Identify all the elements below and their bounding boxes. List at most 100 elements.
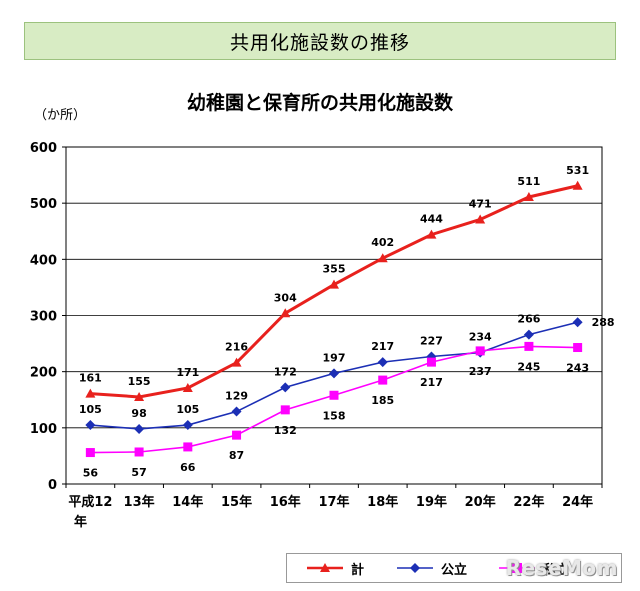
point-total xyxy=(85,388,96,398)
x-tick-label: 13年 xyxy=(124,494,155,510)
point-private xyxy=(134,447,144,457)
data-label-total: 471 xyxy=(469,197,492,210)
point-private xyxy=(378,375,388,385)
data-label-total: 402 xyxy=(371,236,394,249)
legend-total-label: 計 xyxy=(351,562,365,578)
data-label-total: 155 xyxy=(128,375,151,388)
x-tick-label: 19年 xyxy=(416,494,447,510)
point-total xyxy=(231,357,242,367)
data-label-total: 171 xyxy=(176,366,199,379)
data-label-private: 217 xyxy=(420,376,443,389)
y-tick-label: 200 xyxy=(30,366,57,381)
point-total xyxy=(475,214,486,224)
watermark-logo: ReseMom xyxy=(505,556,618,580)
x-tick-label: 24年 xyxy=(562,494,593,510)
point-total xyxy=(182,382,193,392)
legend-public-marker xyxy=(397,563,433,573)
point-private xyxy=(475,346,485,356)
data-label-private: 243 xyxy=(566,362,589,375)
data-label-private: 132 xyxy=(274,424,297,437)
series-line-total xyxy=(90,184,578,399)
data-label-private: 185 xyxy=(371,394,394,407)
banner: 共用化施設数の推移 xyxy=(24,22,616,60)
data-label-total: 511 xyxy=(517,175,540,188)
legend-private-label: 私立 xyxy=(543,562,570,578)
y-tick-label: 100 xyxy=(30,422,57,437)
data-label-total: 161 xyxy=(79,372,102,385)
point-public xyxy=(572,317,583,328)
x-tick-label: 平成12 xyxy=(68,494,112,510)
point-total xyxy=(426,229,437,239)
legend-item-private: 私立 xyxy=(497,554,569,582)
point-private xyxy=(426,357,436,367)
y-tick-label: 0 xyxy=(48,478,57,493)
data-label-public: 197 xyxy=(323,351,346,364)
legend-item-total: 計 xyxy=(305,554,364,582)
data-label-public: 172 xyxy=(274,365,297,378)
point-public xyxy=(377,357,388,368)
legend-private-marker xyxy=(499,563,535,573)
data-label-private: 158 xyxy=(323,409,346,422)
data-label-public: 129 xyxy=(225,390,248,403)
data-label-private: 66 xyxy=(180,461,196,474)
point-public xyxy=(329,368,339,379)
data-label-public: 105 xyxy=(176,403,199,416)
data-label-private: 56 xyxy=(83,467,99,480)
legend-public-label: 公立 xyxy=(441,562,468,578)
x-tick-label: 22年 xyxy=(513,494,544,510)
data-label-total: 444 xyxy=(420,213,443,226)
y-axis-unit-label: （か所） xyxy=(34,108,87,123)
legend-total-marker xyxy=(307,563,343,572)
banner-title: 共用化施設数の推移 xyxy=(229,31,410,54)
x-tick-label-suffix: 年 xyxy=(74,514,87,530)
data-label-total: 216 xyxy=(225,341,248,354)
legend-item-public: 公立 xyxy=(395,554,467,582)
point-total xyxy=(523,191,534,201)
data-label-private: 57 xyxy=(131,466,146,479)
data-label-public: 266 xyxy=(517,313,540,326)
point-public xyxy=(231,406,242,417)
data-label-public: 98 xyxy=(131,407,146,420)
y-tick-label: 300 xyxy=(30,310,57,325)
data-label-public: 105 xyxy=(79,403,102,416)
data-label-public: 227 xyxy=(420,335,443,348)
legend: 計 公立 私立 xyxy=(286,553,622,583)
point-public xyxy=(280,382,291,393)
point-private xyxy=(573,343,583,353)
y-tick-label: 600 xyxy=(30,141,57,156)
point-total xyxy=(134,391,145,401)
point-private xyxy=(183,442,193,452)
data-label-public: 217 xyxy=(371,340,394,353)
point-private xyxy=(85,448,95,458)
point-public xyxy=(85,420,96,431)
point-total xyxy=(280,308,291,318)
data-label-public: 288 xyxy=(592,316,615,329)
x-tick-label: 16年 xyxy=(270,494,301,510)
point-private xyxy=(232,430,242,440)
x-tick-label: 14年 xyxy=(172,494,203,510)
point-private xyxy=(329,390,339,400)
point-total xyxy=(377,253,388,263)
x-tick-label: 20年 xyxy=(465,494,496,510)
chart-title: 幼稚園と保育所の共用化施設数 xyxy=(186,92,453,114)
x-tick-label: 15年 xyxy=(221,494,252,510)
y-tick-label: 500 xyxy=(30,197,57,212)
point-public xyxy=(523,329,534,340)
point-public xyxy=(182,420,193,431)
data-label-total: 531 xyxy=(566,164,589,177)
point-total xyxy=(329,279,339,289)
point-private xyxy=(524,341,534,351)
data-label-private: 87 xyxy=(229,449,244,462)
data-label-public: 234 xyxy=(469,331,492,344)
data-label-total: 355 xyxy=(323,263,346,276)
x-tick-label: 18年 xyxy=(367,494,398,510)
x-tick-label: 17年 xyxy=(318,494,349,510)
point-total xyxy=(572,180,583,190)
y-tick-label: 400 xyxy=(30,253,57,268)
point-private xyxy=(280,405,290,415)
point-public xyxy=(134,423,145,434)
data-label-total: 304 xyxy=(274,291,297,304)
data-label-private: 245 xyxy=(517,360,540,373)
data-label-private: 237 xyxy=(469,365,492,378)
